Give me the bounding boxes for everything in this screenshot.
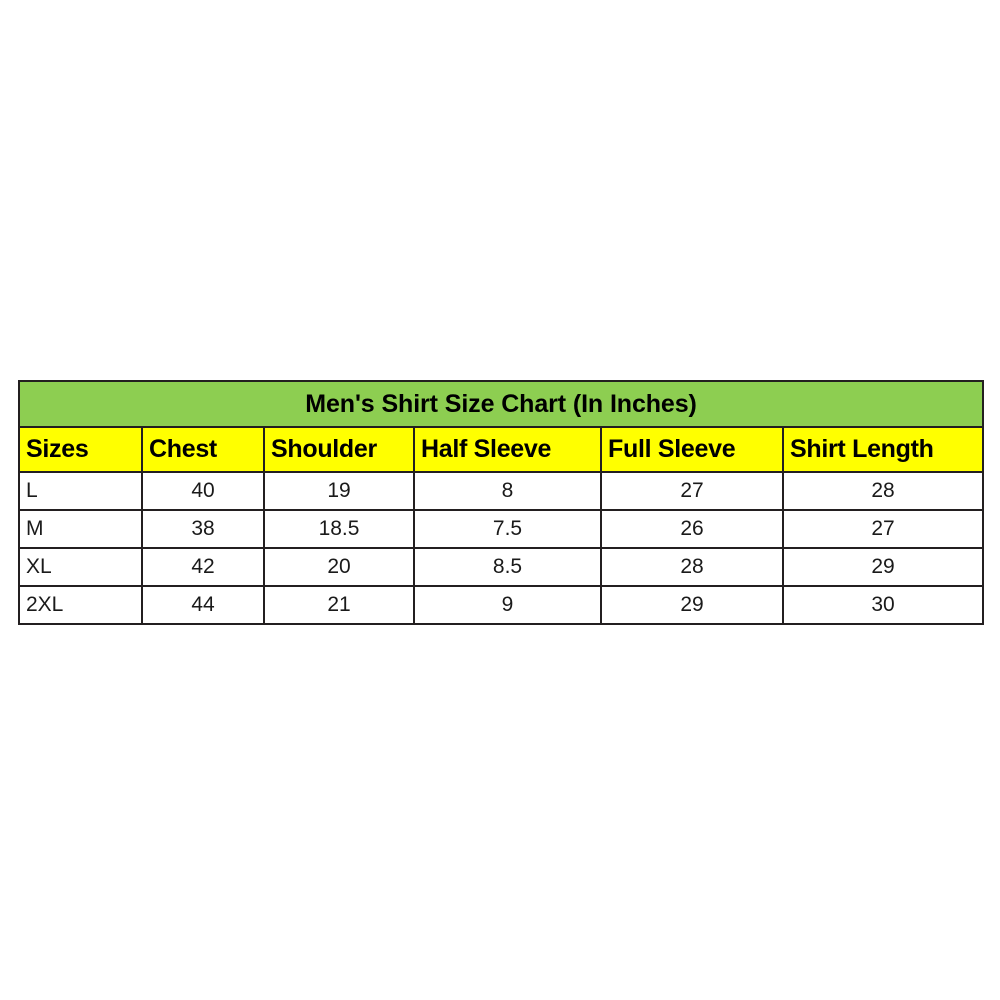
cell-full-sleeve: 27	[600, 471, 784, 511]
mens-shirt-size-chart-table: Men's Shirt Size Chart (In Inches) Sizes…	[17, 380, 985, 625]
table-row: M 38 18.5 7.5 26 27	[18, 509, 985, 549]
cell-size: L	[18, 471, 143, 511]
cell-shoulder: 19	[263, 471, 415, 511]
cell-half-sleeve: 7.5	[413, 509, 602, 549]
column-header-half-sleeve: Half Sleeve	[413, 426, 602, 473]
chart-title-row: Men's Shirt Size Chart (In Inches)	[17, 380, 985, 428]
cell-shirt-length: 30	[781, 585, 985, 625]
cell-size: 2XL	[18, 585, 143, 625]
cell-shirt-length: 29	[781, 547, 985, 587]
table-row: L 40 19 8 27 28	[18, 471, 985, 511]
cell-full-sleeve: 29	[600, 585, 784, 625]
cell-shoulder: 21	[263, 585, 415, 625]
cell-chest: 38	[141, 509, 265, 549]
cell-chest: 40	[141, 471, 265, 511]
cell-size: M	[18, 509, 143, 549]
cell-half-sleeve: 9	[413, 585, 602, 625]
chart-title: Men's Shirt Size Chart (In Inches)	[17, 380, 985, 428]
column-header-row: Sizes Chest Shoulder Half Sleeve Full Sl…	[18, 426, 985, 473]
cell-shoulder: 20	[263, 547, 415, 587]
column-header-shoulder: Shoulder	[263, 426, 415, 473]
column-header-chest: Chest	[141, 426, 265, 473]
cell-size: XL	[18, 547, 143, 587]
table-row: 2XL 44 21 9 29 30	[18, 585, 985, 625]
cell-chest: 44	[141, 585, 265, 625]
cell-shoulder: 18.5	[263, 509, 415, 549]
cell-half-sleeve: 8	[413, 471, 602, 511]
column-header-sizes: Sizes	[18, 426, 143, 473]
column-header-full-sleeve: Full Sleeve	[600, 426, 784, 473]
cell-shirt-length: 27	[781, 509, 985, 549]
cell-chest: 42	[141, 547, 265, 587]
column-header-shirt-length: Shirt Length	[781, 426, 985, 473]
cell-full-sleeve: 28	[600, 547, 784, 587]
cell-full-sleeve: 26	[600, 509, 784, 549]
table-row: XL 42 20 8.5 28 29	[18, 547, 985, 587]
size-chart-container: Men's Shirt Size Chart (In Inches) Sizes…	[17, 380, 985, 625]
cell-half-sleeve: 8.5	[413, 547, 602, 587]
cell-shirt-length: 28	[781, 471, 985, 511]
